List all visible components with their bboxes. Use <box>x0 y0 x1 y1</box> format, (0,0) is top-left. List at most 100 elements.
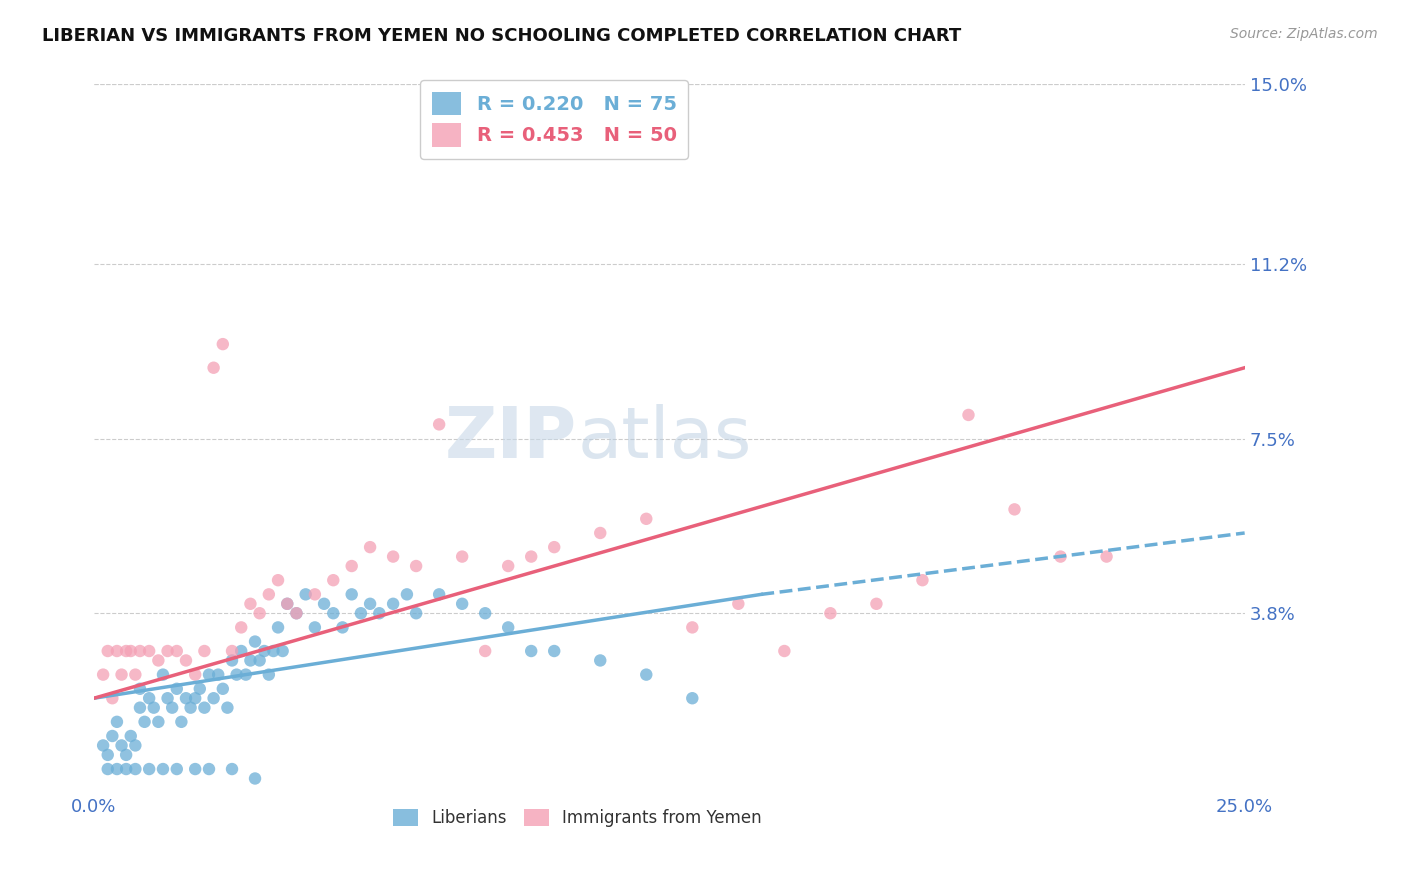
Point <box>451 549 474 564</box>
Point <box>231 620 253 634</box>
Point <box>207 667 229 681</box>
Point <box>322 606 344 620</box>
Point <box>589 653 612 667</box>
Point <box>267 573 290 587</box>
Point <box>202 691 225 706</box>
Point <box>520 549 543 564</box>
Point <box>276 597 298 611</box>
Text: LIBERIAN VS IMMIGRANTS FROM YEMEN NO SCHOOLING COMPLETED CORRELATION CHART: LIBERIAN VS IMMIGRANTS FROM YEMEN NO SCH… <box>42 27 962 45</box>
Point <box>156 644 179 658</box>
Point <box>332 620 354 634</box>
Point <box>166 762 188 776</box>
Point <box>865 597 887 611</box>
Point <box>382 549 405 564</box>
Point <box>243 634 266 648</box>
Point <box>239 653 262 667</box>
Point <box>221 762 243 776</box>
Point <box>231 644 253 658</box>
Point <box>184 691 207 706</box>
Point <box>957 408 980 422</box>
Point <box>170 714 193 729</box>
Point <box>820 606 842 620</box>
Point <box>304 587 326 601</box>
Point <box>105 762 128 776</box>
Point <box>202 360 225 375</box>
Legend: Liberians, Immigrants from Yemen: Liberians, Immigrants from Yemen <box>387 803 768 834</box>
Point <box>681 691 703 706</box>
Point <box>120 729 142 743</box>
Point <box>193 700 215 714</box>
Point <box>184 762 207 776</box>
Point <box>115 644 138 658</box>
Point <box>138 691 160 706</box>
Point <box>427 587 450 601</box>
Point <box>496 559 519 574</box>
Point <box>110 667 132 681</box>
Text: ZIP: ZIP <box>444 404 578 473</box>
Point <box>138 762 160 776</box>
Point <box>474 644 496 658</box>
Point <box>681 620 703 634</box>
Point <box>911 573 934 587</box>
Point <box>451 597 474 611</box>
Point <box>198 667 221 681</box>
Point <box>160 700 183 714</box>
Point <box>188 681 211 696</box>
Point <box>589 526 612 541</box>
Point <box>101 729 124 743</box>
Point <box>496 620 519 634</box>
Point <box>152 762 174 776</box>
Point <box>156 691 179 706</box>
Point <box>239 597 262 611</box>
Point <box>115 762 138 776</box>
Point <box>636 667 658 681</box>
Point <box>138 644 160 658</box>
Point <box>285 606 308 620</box>
Point <box>350 606 373 620</box>
Point <box>312 597 335 611</box>
Point <box>221 644 243 658</box>
Point <box>124 739 146 753</box>
Point <box>97 762 120 776</box>
Point <box>152 667 174 681</box>
Point <box>148 714 170 729</box>
Point <box>382 597 405 611</box>
Point <box>322 573 344 587</box>
Point <box>1004 502 1026 516</box>
Point <box>249 653 271 667</box>
Point <box>368 606 391 620</box>
Point <box>249 606 271 620</box>
Point <box>405 606 427 620</box>
Point <box>124 667 146 681</box>
Point <box>243 772 266 786</box>
Point <box>225 667 247 681</box>
Point <box>405 559 427 574</box>
Point <box>115 747 138 762</box>
Point <box>211 681 233 696</box>
Point <box>110 739 132 753</box>
Point <box>101 691 124 706</box>
Point <box>129 681 152 696</box>
Point <box>129 644 152 658</box>
Point <box>636 512 658 526</box>
Point <box>91 739 114 753</box>
Point <box>142 700 165 714</box>
Point <box>166 681 188 696</box>
Point <box>221 653 243 667</box>
Point <box>184 667 207 681</box>
Point <box>267 620 290 634</box>
Point <box>359 597 381 611</box>
Point <box>727 597 749 611</box>
Point <box>262 644 284 658</box>
Point <box>211 337 233 351</box>
Point <box>257 667 280 681</box>
Point <box>395 587 418 601</box>
Point <box>180 700 202 714</box>
Point <box>97 644 120 658</box>
Point <box>198 762 221 776</box>
Point <box>91 667 114 681</box>
Text: atlas: atlas <box>578 404 752 473</box>
Point <box>134 714 156 729</box>
Point <box>174 653 197 667</box>
Point <box>97 747 120 762</box>
